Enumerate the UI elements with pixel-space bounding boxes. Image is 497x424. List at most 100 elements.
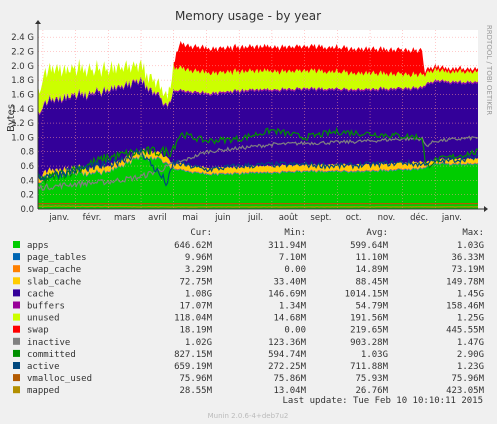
legend-header-min: Min: [284, 228, 306, 238]
x-tick-label: janv. [48, 213, 69, 223]
legend-name: swap_cache [27, 265, 81, 275]
legend-max-value: 1.45G [457, 289, 484, 299]
y-tick-label: 0.8 [20, 148, 34, 158]
y-axis-label: Bytes [6, 104, 17, 132]
y-tick-label: 0.6 [20, 162, 34, 172]
legend-swatch [13, 386, 20, 394]
y-tick-label: 0.4 [20, 176, 34, 186]
legend-cur-value: 9.96M [185, 253, 213, 263]
legend-swatch [13, 289, 20, 297]
legend-min-value: 33.40M [273, 277, 306, 287]
chart-title: Memory usage - by year [175, 9, 321, 23]
legend-header-avg: Avg: [366, 228, 388, 238]
legend-row-page-tables: page_tables 9.96M 7.10M 11.10M 36.33M [13, 253, 485, 263]
legend-name: unused [27, 314, 60, 324]
legend-swatch [13, 349, 20, 357]
legend-name: mapped [27, 386, 60, 396]
legend-name: cache [27, 289, 54, 299]
legend-name: committed [27, 350, 76, 360]
x-tick-label: avril [148, 213, 166, 223]
legend-row-unused: unused 118.04M 14.68M 191.56M 1.25G [13, 313, 484, 324]
legend-min-value: 0.00 [284, 265, 306, 275]
line-active [37, 146, 479, 187]
legend-cur-value: 646.62M [174, 241, 213, 251]
legend-cur-value: 3.29M [185, 265, 213, 275]
legend-avg-value: 191.56M [350, 314, 389, 324]
legend-avg-value: 219.65M [350, 326, 389, 336]
legend-row-active: active 659.19M 272.25M 711.88M 1.23G [13, 362, 484, 372]
legend-name: swap [27, 326, 49, 336]
legend-max-value: 445.55M [446, 326, 485, 336]
legend-avg-value: 54.79M [355, 302, 388, 312]
legend-row-slab-cache: slab_cache 72.75M 33.40M 88.45M 149.78M [13, 277, 485, 287]
legend-name: buffers [27, 302, 65, 312]
legend-row-mapped: mapped 28.55M 13.04M 26.76M 423.05M [13, 386, 485, 396]
x-tick-label: mars [114, 213, 136, 223]
legend-row-cache: cache 1.08G 146.69M 1014.15M 1.45G [13, 289, 484, 299]
legend-name: active [27, 362, 60, 372]
legend-min-value: 14.68M [273, 314, 306, 324]
y-tick-label: 1.4 G [11, 105, 34, 115]
line-mapped [37, 205, 479, 208]
legend-max-value: 2.90G [457, 350, 484, 360]
legend-name: vmalloc_used [27, 374, 92, 384]
legend-swatch [13, 374, 20, 382]
legend-swatch [13, 313, 20, 321]
legend-row-swap-cache: swap_cache 3.29M 0.00 14.89M 73.19M [13, 265, 485, 275]
x-axis-arrow [484, 206, 488, 212]
legend-cur-value: 28.55M [179, 386, 212, 396]
x-tick-label: août [279, 213, 299, 223]
legend-avg-value: 711.88M [350, 362, 389, 372]
x-tick-label: juil. [247, 213, 263, 223]
area-cache [38, 77, 478, 178]
line-committed [37, 126, 479, 185]
legend-row-inactive: inactive 1.02G 123.36M 903.28M 1.47G [13, 337, 484, 348]
legend-name: page_tables [27, 253, 87, 263]
legend-min-value: 123.36M [268, 338, 307, 348]
legend-max-value: 75.96M [451, 374, 484, 384]
legend-avg-value: 88.45M [355, 277, 388, 287]
legend-row-swap: swap 18.19M 0.00 219.65M 445.55M [13, 325, 485, 336]
legend-cur-value: 18.19M [179, 326, 212, 336]
legend-avg-value: 11.10M [355, 253, 388, 263]
legend-min-value: 13.04M [273, 386, 306, 396]
legend-avg-value: 75.93M [355, 374, 388, 384]
legend-row-committed: committed 827.15M 594.74M 1.03G 2.90G [13, 349, 484, 360]
legend-swatch [13, 325, 20, 333]
legend: Cur: Min: Avg: Max: apps 646.62M 311.94M 599.64… [13, 228, 485, 396]
legend-row-apps: apps 646.62M 311.94M 599.64M 1.03G [13, 241, 484, 251]
legend-swatch [13, 253, 20, 261]
legend-max-value: 423.05M [446, 386, 485, 396]
legend-min-value: 0.00 [284, 326, 306, 336]
legend-max-value: 1.47G [457, 338, 484, 348]
legend-swatch [13, 241, 20, 248]
legend-name: inactive [27, 338, 70, 348]
legend-name: slab_cache [27, 277, 81, 287]
legend-swatch [13, 301, 20, 309]
legend-avg-value: 14.89M [355, 265, 388, 275]
legend-swatch [13, 265, 20, 273]
legend-min-value: 146.69M [268, 289, 307, 299]
legend-max-value: 36.33M [451, 253, 484, 263]
legend-min-value: 7.10M [279, 253, 307, 263]
legend-min-value: 75.86M [273, 374, 306, 384]
legend-avg-value: 1014.15M [345, 289, 389, 299]
legend-cur-value: 1.08G [185, 289, 212, 299]
legend-cur-value: 118.04M [174, 314, 213, 324]
legend-cur-value: 659.19M [174, 362, 213, 372]
area-unused [38, 59, 478, 114]
y-tick-label: 0.2 [20, 191, 34, 201]
y-tick-label: 1.6 G [11, 90, 34, 100]
last-update: Last update: Tue Feb 10 10:10:11 2015 [283, 396, 483, 406]
legend-avg-value: 599.64M [350, 241, 389, 251]
legend-name: apps [27, 241, 49, 251]
y-tick-label: 2.2 G [11, 47, 34, 57]
legend-avg-value: 26.76M [355, 386, 388, 396]
plot-area: 0.0 0.2 0.4 0.6 0.8 1.0 G 1.2 G 1.4 G 1.6 G 1.8 G… [11, 20, 488, 223]
legend-row-vmalloc-used: vmalloc_used 75.96M 75.86M 75.93M 75.96M [13, 374, 485, 384]
x-tick-label: janv. [441, 213, 462, 223]
legend-avg-value: 903.28M [350, 338, 389, 348]
legend-header-max: Max: [462, 228, 484, 238]
legend-row-buffers: buffers 17.07M 1.34M 54.79M 158.46M [13, 301, 485, 312]
rrdtool-credit: RRDTOOL / TOBI OETIKER [485, 25, 493, 115]
